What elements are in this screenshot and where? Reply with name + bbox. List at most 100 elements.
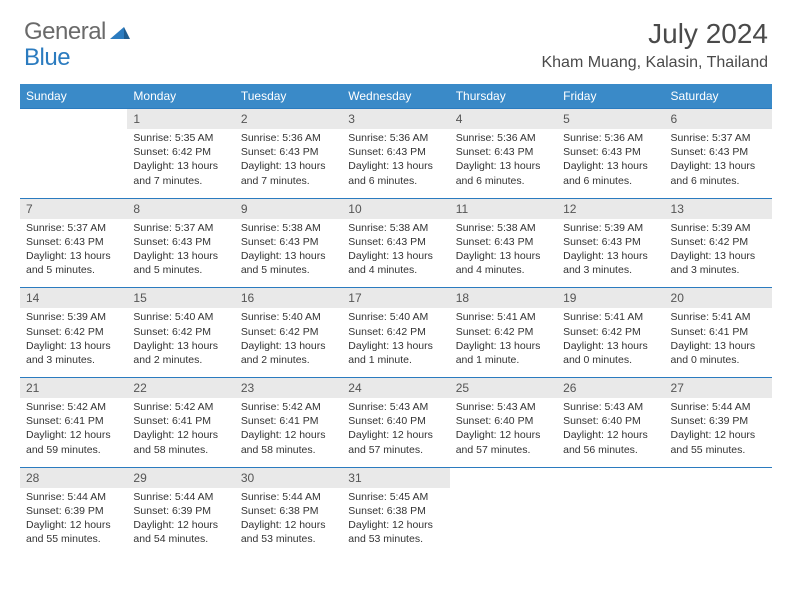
daylight-text: Daylight: 12 hours and 58 minutes. [241,428,336,456]
daylight-text: Daylight: 12 hours and 55 minutes. [26,518,121,546]
day-number-cell: 22 [127,378,234,399]
daylight-text: Daylight: 13 hours and 5 minutes. [26,249,121,277]
sunrise-text: Sunrise: 5:36 AM [456,131,551,145]
day-number-cell: 17 [342,288,449,309]
day-info-cell: Sunrise: 5:43 AMSunset: 6:40 PMDaylight:… [450,398,557,467]
day-number-row: 123456 [20,109,772,130]
sunrise-text: Sunrise: 5:43 AM [348,400,443,414]
daylight-text: Daylight: 13 hours and 0 minutes. [563,339,658,367]
day-info-cell: Sunrise: 5:35 AMSunset: 6:42 PMDaylight:… [127,129,234,198]
day-number-cell: 5 [557,109,664,130]
day-info-cell: Sunrise: 5:41 AMSunset: 6:42 PMDaylight:… [450,308,557,377]
daylight-text: Daylight: 13 hours and 6 minutes. [671,159,766,187]
day-info-cell: Sunrise: 5:36 AMSunset: 6:43 PMDaylight:… [557,129,664,198]
sunrise-text: Sunrise: 5:43 AM [563,400,658,414]
day-number-cell: 25 [450,378,557,399]
sunrise-text: Sunrise: 5:45 AM [348,490,443,504]
day-info-row: Sunrise: 5:44 AMSunset: 6:39 PMDaylight:… [20,488,772,557]
daylight-text: Daylight: 13 hours and 0 minutes. [671,339,766,367]
daylight-text: Daylight: 12 hours and 57 minutes. [456,428,551,456]
sunset-text: Sunset: 6:43 PM [348,145,443,159]
sunset-text: Sunset: 6:38 PM [348,504,443,518]
location-subtitle: Kham Muang, Kalasin, Thailand [541,54,768,72]
daylight-text: Daylight: 13 hours and 4 minutes. [348,249,443,277]
day-info-cell: Sunrise: 5:36 AMSunset: 6:43 PMDaylight:… [450,129,557,198]
dow-thursday: Thursday [450,84,557,109]
sunrise-text: Sunrise: 5:38 AM [456,221,551,235]
day-info-cell: Sunrise: 5:44 AMSunset: 6:38 PMDaylight:… [235,488,342,557]
day-info-cell: Sunrise: 5:38 AMSunset: 6:43 PMDaylight:… [450,219,557,288]
sunrise-text: Sunrise: 5:39 AM [563,221,658,235]
daylight-text: Daylight: 13 hours and 1 minute. [456,339,551,367]
day-number-cell: 9 [235,198,342,219]
day-info-cell: Sunrise: 5:36 AMSunset: 6:43 PMDaylight:… [235,129,342,198]
daylight-text: Daylight: 13 hours and 3 minutes. [563,249,658,277]
sunset-text: Sunset: 6:40 PM [456,414,551,428]
dow-friday: Friday [557,84,664,109]
dow-saturday: Saturday [665,84,772,109]
sunset-text: Sunset: 6:43 PM [133,235,228,249]
sunrise-text: Sunrise: 5:44 AM [133,490,228,504]
daylight-text: Daylight: 13 hours and 1 minute. [348,339,443,367]
day-info-cell: Sunrise: 5:44 AMSunset: 6:39 PMDaylight:… [20,488,127,557]
day-info-cell: Sunrise: 5:37 AMSunset: 6:43 PMDaylight:… [127,219,234,288]
day-info-cell: Sunrise: 5:39 AMSunset: 6:42 PMDaylight:… [665,219,772,288]
day-info-cell: Sunrise: 5:37 AMSunset: 6:43 PMDaylight:… [665,129,772,198]
sunrise-text: Sunrise: 5:40 AM [133,310,228,324]
day-number-cell [450,467,557,488]
day-info-cell [450,488,557,557]
sunset-text: Sunset: 6:41 PM [671,325,766,339]
dow-monday: Monday [127,84,234,109]
day-number-cell: 27 [665,378,772,399]
day-number-cell: 4 [450,109,557,130]
day-info-cell: Sunrise: 5:42 AMSunset: 6:41 PMDaylight:… [235,398,342,467]
day-number-cell: 6 [665,109,772,130]
day-number-cell: 3 [342,109,449,130]
day-number-cell: 28 [20,467,127,488]
day-number-row: 28293031 [20,467,772,488]
sunset-text: Sunset: 6:41 PM [133,414,228,428]
sunset-text: Sunset: 6:42 PM [563,325,658,339]
sunrise-text: Sunrise: 5:39 AM [671,221,766,235]
logo: General [24,18,132,46]
daylight-text: Daylight: 13 hours and 6 minutes. [348,159,443,187]
daylight-text: Daylight: 13 hours and 5 minutes. [133,249,228,277]
logo-text-blue-wrap: Blue [24,44,70,72]
sunrise-text: Sunrise: 5:40 AM [241,310,336,324]
title-block: July 2024 Kham Muang, Kalasin, Thailand [541,18,768,72]
page-header: General July 2024 Kham Muang, Kalasin, T… [0,0,792,76]
sunset-text: Sunset: 6:43 PM [241,235,336,249]
daylight-text: Daylight: 12 hours and 58 minutes. [133,428,228,456]
day-info-cell [557,488,664,557]
day-info-cell: Sunrise: 5:40 AMSunset: 6:42 PMDaylight:… [235,308,342,377]
daylight-text: Daylight: 13 hours and 2 minutes. [133,339,228,367]
daylight-text: Daylight: 13 hours and 3 minutes. [671,249,766,277]
day-info-cell: Sunrise: 5:41 AMSunset: 6:42 PMDaylight:… [557,308,664,377]
sunrise-text: Sunrise: 5:37 AM [671,131,766,145]
day-number-cell: 14 [20,288,127,309]
daylight-text: Daylight: 13 hours and 2 minutes. [241,339,336,367]
day-info-cell: Sunrise: 5:38 AMSunset: 6:43 PMDaylight:… [235,219,342,288]
day-number-row: 21222324252627 [20,378,772,399]
dow-tuesday: Tuesday [235,84,342,109]
sunset-text: Sunset: 6:43 PM [563,145,658,159]
day-number-cell: 23 [235,378,342,399]
daylight-text: Daylight: 12 hours and 53 minutes. [241,518,336,546]
sunrise-text: Sunrise: 5:35 AM [133,131,228,145]
sunrise-text: Sunrise: 5:37 AM [133,221,228,235]
daylight-text: Daylight: 13 hours and 5 minutes. [241,249,336,277]
day-number-cell: 1 [127,109,234,130]
daylight-text: Daylight: 13 hours and 3 minutes. [26,339,121,367]
day-number-cell: 19 [557,288,664,309]
sunrise-text: Sunrise: 5:37 AM [26,221,121,235]
daylight-text: Daylight: 12 hours and 53 minutes. [348,518,443,546]
day-number-cell: 20 [665,288,772,309]
sunset-text: Sunset: 6:42 PM [348,325,443,339]
dow-wednesday: Wednesday [342,84,449,109]
sunrise-text: Sunrise: 5:41 AM [671,310,766,324]
sunset-text: Sunset: 6:41 PM [26,414,121,428]
sunrise-text: Sunrise: 5:44 AM [671,400,766,414]
day-info-cell [665,488,772,557]
day-number-cell: 11 [450,198,557,219]
sunrise-text: Sunrise: 5:44 AM [26,490,121,504]
